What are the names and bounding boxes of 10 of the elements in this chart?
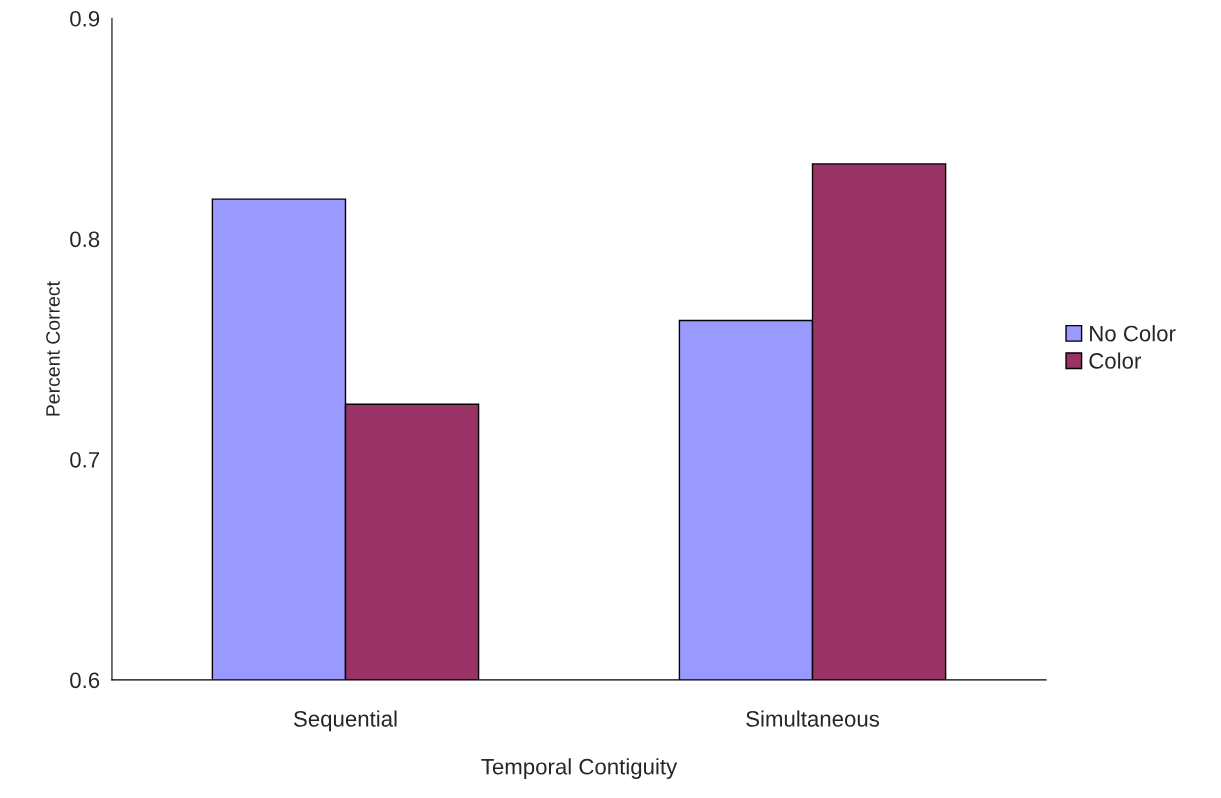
y-axis-title: Percent Correct xyxy=(46,281,60,416)
x-tick-label: Simultaneous xyxy=(746,710,880,727)
legend-label: No Color xyxy=(1090,325,1176,342)
y-tick-label: 0.6 xyxy=(70,672,100,689)
x-tick-label: Sequential xyxy=(293,710,397,732)
y-tick-label: 0.9 xyxy=(70,10,100,27)
y-tick-label: 0.7 xyxy=(70,451,100,468)
y-tick-label: 0.8 xyxy=(70,231,100,248)
legend-label: Color xyxy=(1089,352,1141,369)
x-axis-title: Temporal Contiguity xyxy=(481,758,678,779)
